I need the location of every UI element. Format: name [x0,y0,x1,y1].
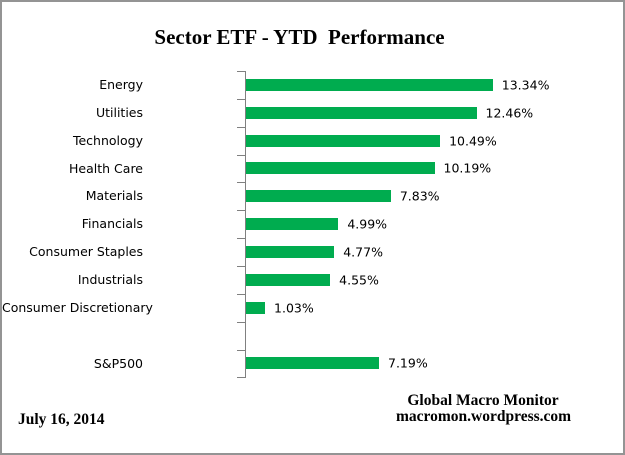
value-label: 4.55% [339,272,379,288]
plot-area: Energy 13.34% Utilities 12.46% Technology 10.… [2,71,623,381]
bar [246,246,335,259]
value-label: 7.83% [399,188,440,204]
value-label: 13.34% [501,77,550,93]
axis-tick [237,98,246,100]
bar [246,134,441,147]
axis-tick [237,349,246,351]
category-label: Consumer Discretionary [2,299,153,315]
category-label: Industrials [77,271,143,287]
axis-tick [237,71,246,72]
value-label: 12.46% [485,105,534,121]
footer-source-url: macromon.wordpress.com [396,408,572,425]
axis-tick [237,210,246,212]
footer-source: Global Macro Monitor macromon.wordpress.… [396,392,572,425]
bar [246,162,435,175]
value-label: 1.03% [274,300,314,316]
category-label: Materials [85,188,143,204]
footer-source-name: Global Macro Monitor [407,392,559,409]
value-label: 4.99% [347,216,388,232]
axis-tick [237,126,246,128]
value-label: 10.19% [443,160,492,176]
axis-tick [237,265,246,267]
footer-date: July 16, 2014 [18,411,105,428]
axis-tick [237,321,246,323]
bar [246,78,493,91]
category-label: S&P500 [93,355,143,371]
bar [246,190,391,203]
value-label: 7.19% [388,355,428,371]
value-label: 10.49% [449,133,497,149]
category-label: Consumer Staples [29,244,143,260]
axis-tick [237,154,246,156]
category-label [2,322,143,350]
bar [246,218,339,231]
axis-tick [237,293,246,295]
category-label: Technology [72,132,143,148]
category-label: Utilities [95,104,143,120]
axis-tick [237,238,246,240]
bar [246,301,266,314]
axis-tick [237,377,246,379]
category-label: Financials [81,216,143,232]
bar [246,106,477,119]
bar [246,357,379,370]
category-label: Health Care [69,160,143,176]
category-label: Energy [99,77,143,92]
bar [246,273,331,286]
axis-tick [237,182,246,184]
value-label: 4.77% [343,244,383,260]
chart-title: Sector ETF - YTD Performance [154,25,445,49]
category-axis-line [245,71,246,378]
